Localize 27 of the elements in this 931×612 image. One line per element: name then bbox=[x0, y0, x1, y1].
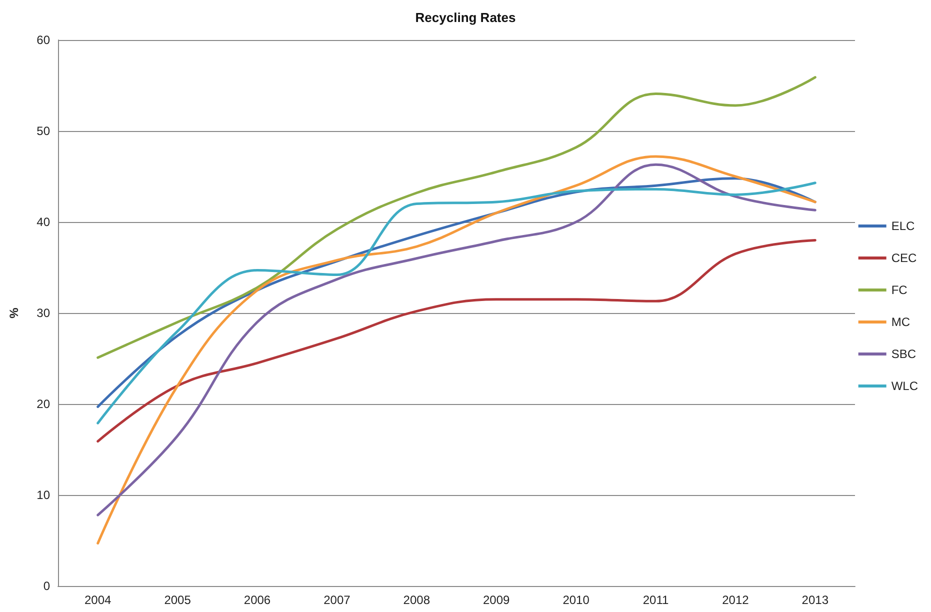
y-tick-label: 0 bbox=[43, 579, 50, 593]
legend-label: ELC bbox=[891, 219, 916, 233]
y-tick-label: 40 bbox=[36, 215, 50, 229]
x-tick-label: 2009 bbox=[483, 593, 510, 607]
legend-label: MC bbox=[891, 315, 910, 329]
y-tick-label: 50 bbox=[36, 124, 50, 138]
y-tick-label: 60 bbox=[36, 33, 50, 47]
line-series bbox=[96, 76, 816, 359]
x-tick-label: 2005 bbox=[164, 593, 192, 607]
chart-title: Recycling Rates bbox=[415, 10, 516, 25]
x-tick-label: 2010 bbox=[562, 593, 590, 607]
y-tick-label: 30 bbox=[36, 306, 50, 320]
x-tick-label: 2011 bbox=[642, 593, 669, 607]
y-tick-label: 20 bbox=[36, 397, 50, 411]
legend-label: FC bbox=[891, 283, 908, 297]
line-series bbox=[96, 238, 816, 443]
x-tick-label: 2008 bbox=[403, 593, 430, 607]
y-axis-title: % bbox=[7, 307, 21, 318]
y-tick-label: 10 bbox=[36, 488, 50, 502]
x-tick-label: 2013 bbox=[802, 593, 829, 607]
x-tick-label: 2012 bbox=[722, 593, 750, 607]
x-tick-label: 2007 bbox=[324, 593, 351, 607]
legend-label: WLC bbox=[891, 379, 918, 393]
legend-label: CEC bbox=[891, 251, 918, 265]
x-tick-label: 2004 bbox=[84, 593, 112, 607]
legend-label: SBC bbox=[891, 347, 916, 361]
x-tick-label: 2006 bbox=[244, 593, 271, 607]
